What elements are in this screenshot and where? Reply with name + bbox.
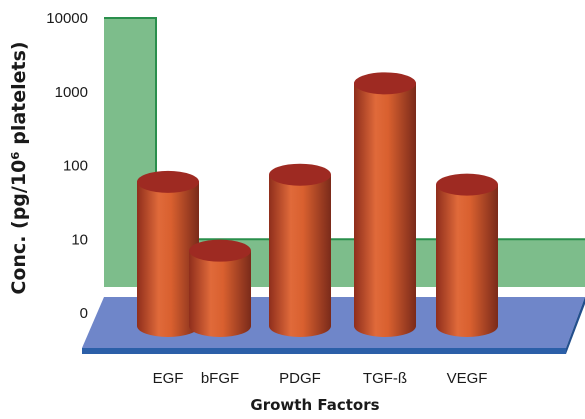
y-axis-title: Conc. (pg/10⁶ platelets) xyxy=(8,41,30,294)
bar-top xyxy=(269,163,331,186)
bar-body xyxy=(354,83,416,337)
bar-top xyxy=(189,239,251,262)
bar xyxy=(354,72,416,337)
x-tick-label: VEGF xyxy=(447,370,488,387)
y-tick-label: 1000 xyxy=(55,84,88,101)
x-tick-label: EGF xyxy=(153,370,184,387)
floor-side-edge xyxy=(566,297,585,354)
x-tick-label: PDGF xyxy=(279,370,321,387)
y-axis-ticks: 0 10 100 1000 10000 xyxy=(46,10,88,322)
bars xyxy=(137,72,498,337)
bar xyxy=(436,173,498,337)
y-tick-label: 10000 xyxy=(46,10,88,27)
bar-body xyxy=(269,174,331,337)
y-tick-label: 0 xyxy=(80,305,88,322)
bar xyxy=(189,239,251,337)
bar-body xyxy=(189,250,251,337)
x-tick-label: bFGF xyxy=(201,370,239,387)
bar-top xyxy=(137,170,199,193)
bar-top xyxy=(354,72,416,95)
floor-front-edge xyxy=(82,348,566,354)
y-tick-label: 100 xyxy=(63,158,88,175)
bar xyxy=(269,163,331,337)
x-axis-ticks: EGF bFGF PDGF TGF-ß VEGF xyxy=(153,370,488,387)
x-axis-title: Growth Factors xyxy=(250,396,379,414)
bar-top xyxy=(436,173,498,196)
bar-body xyxy=(436,184,498,337)
bar-body xyxy=(137,181,199,337)
y-tick-label: 10 xyxy=(71,231,88,248)
x-tick-label: TGF-ß xyxy=(363,370,407,387)
bar xyxy=(137,170,199,337)
